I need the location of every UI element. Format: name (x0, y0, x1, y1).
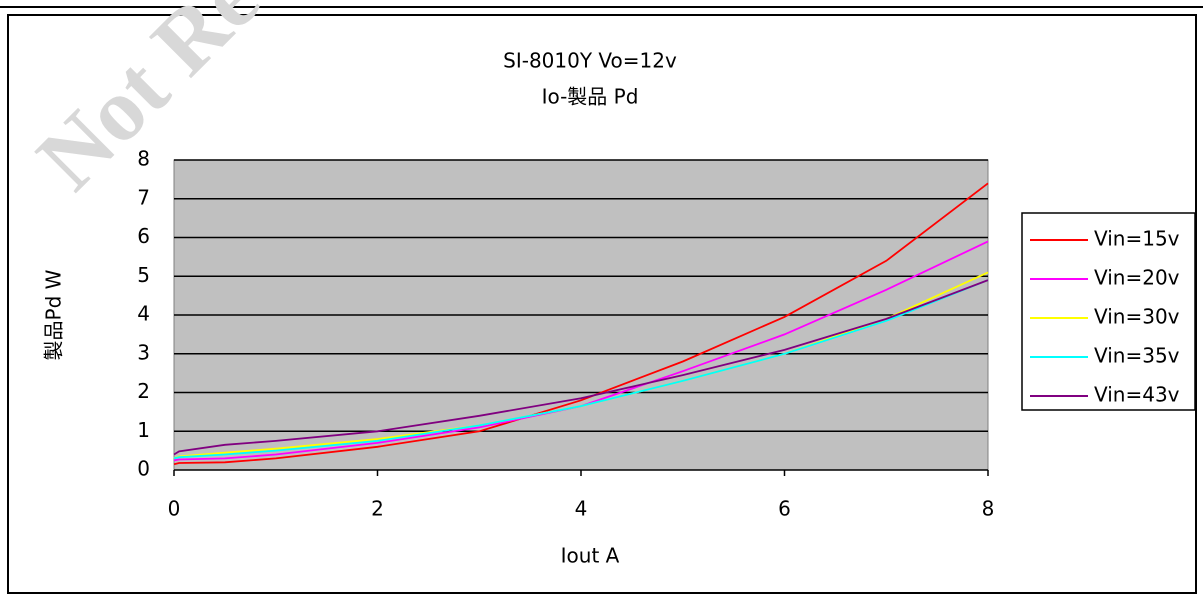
y-tick-label: 2 (137, 379, 150, 403)
chart-subtitle: Io-製品 Pd (542, 85, 639, 109)
x-tick-label: 0 (168, 497, 181, 521)
legend-label: Vin=43v (1094, 383, 1180, 407)
x-tick-label: 6 (778, 497, 791, 521)
legend-label: Vin=35v (1094, 344, 1180, 368)
y-tick-label: 3 (137, 340, 150, 364)
legend-label: Vin=20v (1094, 266, 1180, 290)
y-tick-label: 5 (137, 263, 150, 287)
y-tick-label: 7 (137, 185, 150, 209)
y-tick-label: 4 (137, 302, 150, 326)
series-line (173, 279, 989, 456)
y-tick-label: 0 (137, 457, 150, 481)
legend-label: Vin=15v (1094, 227, 1180, 251)
legend-label: Vin=30v (1094, 305, 1180, 329)
x-axis-label: Iout A (561, 544, 620, 568)
y-axis-label: 製品Pd W (42, 269, 66, 360)
series-line (173, 279, 989, 460)
x-tick-label: 2 (371, 497, 384, 521)
series-line (173, 182, 989, 466)
legend (1021, 212, 1196, 411)
x-tick-label: 8 (982, 497, 995, 521)
series-line (173, 240, 989, 462)
y-tick-label: 6 (137, 224, 150, 248)
y-tick-label: 8 (137, 147, 150, 171)
y-tick-label: 1 (137, 418, 150, 442)
x-tick-label: 4 (575, 497, 588, 521)
chart-title: SI-8010Y Vo=12v (503, 49, 677, 73)
